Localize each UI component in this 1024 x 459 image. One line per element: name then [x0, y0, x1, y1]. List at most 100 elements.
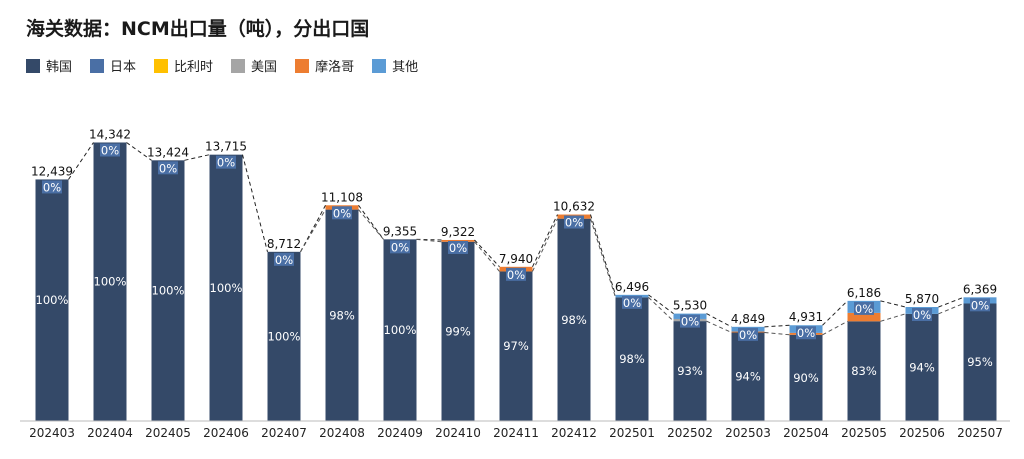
- korea-share-label: 94%: [735, 370, 761, 384]
- korea-share-label: 98%: [561, 313, 587, 327]
- korea-share-label: 97%: [503, 339, 529, 353]
- total-label: 9,355: [383, 224, 417, 238]
- total-label: 6,496: [615, 280, 649, 294]
- connector-line-korea: [474, 241, 500, 272]
- x-tick-label: 202409: [377, 426, 423, 440]
- connector-line-korea: [938, 303, 964, 315]
- total-label: 4,849: [731, 312, 765, 326]
- connector-line-total: [184, 154, 210, 161]
- bar-segment: [789, 334, 823, 421]
- x-tick-label: 202407: [261, 426, 307, 440]
- legend-swatch: [154, 58, 169, 73]
- chart-title: 海关数据：NCM出口量（吨），分出口国: [26, 18, 370, 40]
- connector-line-total: [648, 294, 674, 315]
- japan-share-box: [158, 161, 178, 175]
- connector-line-korea: [532, 218, 558, 272]
- legend-label: 韩国: [46, 60, 73, 75]
- connector-line-total: [822, 300, 848, 326]
- japan-share-box: [390, 240, 410, 254]
- connector-line-total: [764, 324, 790, 328]
- legend-swatch: [372, 58, 387, 73]
- connector-line-korea: [648, 297, 674, 322]
- japan-share-label: 0%: [681, 315, 699, 329]
- bar-segment: [151, 160, 185, 421]
- japan-share-label: 0%: [159, 161, 177, 175]
- bar-segment: [441, 239, 475, 242]
- japan-share-label: 0%: [855, 302, 873, 316]
- x-tick-label: 202504: [783, 426, 829, 440]
- bar-segment: [325, 209, 359, 421]
- total-label: 5,530: [673, 299, 707, 313]
- total-label: 11,108: [321, 190, 363, 204]
- japan-share-box: [448, 240, 468, 254]
- korea-share-label: 90%: [793, 371, 819, 385]
- total-label: 12,439: [31, 164, 73, 178]
- total-label: 13,715: [205, 140, 247, 154]
- bar-segment: [209, 154, 243, 421]
- total-label: 7,940: [499, 252, 533, 266]
- total-label: 13,424: [147, 145, 189, 159]
- legend-item: 美国: [231, 56, 277, 75]
- japan-share-label: 0%: [739, 328, 757, 342]
- connector-line-total: [242, 154, 268, 252]
- legend-label: 美国: [251, 60, 278, 75]
- japan-share-box: [738, 327, 758, 341]
- japan-share-label: 0%: [971, 298, 989, 312]
- labels-layer: 0% 12,439 100% 202403 0% 14,342 100% 202404 0% 13…: [29, 127, 1003, 440]
- bar-segment: [557, 218, 591, 421]
- japan-share-box: [796, 326, 816, 340]
- total-label: 4,931: [789, 310, 823, 324]
- x-tick-label: 202506: [899, 426, 945, 440]
- japan-share-box: [274, 252, 294, 266]
- connector-line-korea: [300, 209, 326, 253]
- x-tick-label: 202505: [841, 426, 887, 440]
- total-label: 6,186: [847, 286, 881, 300]
- bar-segment: [847, 321, 881, 421]
- connector-line-total: [358, 204, 384, 240]
- japan-share-box: [680, 314, 700, 328]
- bar-segment: [441, 241, 475, 421]
- japan-share-label: 0%: [507, 268, 525, 282]
- bar-segment: [905, 313, 939, 421]
- legend: 韩国 日本 比利时 美国 摩洛哥 其他: [26, 56, 436, 75]
- bar-segment: [499, 271, 533, 421]
- bar-segment: [93, 142, 127, 421]
- korea-share-label: 98%: [329, 308, 355, 322]
- connector-line-total: [126, 142, 152, 161]
- x-tick-label: 202411: [493, 426, 539, 440]
- bar-segment: [35, 179, 69, 421]
- legend-swatch: [26, 58, 40, 73]
- bar-segment: [615, 297, 649, 421]
- japan-share-label: 0%: [217, 156, 235, 170]
- legend-item: 比利时: [154, 56, 213, 75]
- total-label: 5,870: [905, 292, 939, 306]
- connector-line-korea: [822, 320, 848, 336]
- korea-share-label: 100%: [268, 329, 301, 343]
- x-tick-label: 202408: [319, 426, 365, 440]
- korea-share-label: 100%: [36, 293, 69, 307]
- x-tick-label: 202404: [87, 426, 133, 440]
- total-label: 8,712: [267, 237, 301, 251]
- total-label: 9,322: [441, 225, 475, 239]
- connector-lines-layer: [68, 142, 964, 336]
- legend-item: 韩国: [26, 56, 72, 75]
- japan-share-box: [970, 298, 990, 312]
- connector-line-total: [532, 214, 558, 268]
- connector-line-korea: [590, 218, 616, 298]
- korea-share-label: 100%: [94, 275, 127, 289]
- japan-share-box: [332, 206, 352, 220]
- connector-line-total: [880, 300, 906, 308]
- japan-share-box: [564, 215, 584, 229]
- legend-label: 摩洛哥: [315, 60, 355, 75]
- total-label: 6,369: [963, 282, 997, 296]
- japan-share-box: [622, 295, 642, 309]
- japan-share-box: [100, 143, 120, 157]
- x-tick-label: 202502: [667, 426, 713, 440]
- legend-item: 摩洛哥: [295, 56, 354, 75]
- japan-share-label: 0%: [797, 326, 815, 340]
- x-tick-label: 202406: [203, 426, 249, 440]
- japan-share-label: 0%: [43, 180, 61, 194]
- korea-share-label: 83%: [851, 364, 877, 378]
- japan-share-label: 0%: [913, 308, 931, 322]
